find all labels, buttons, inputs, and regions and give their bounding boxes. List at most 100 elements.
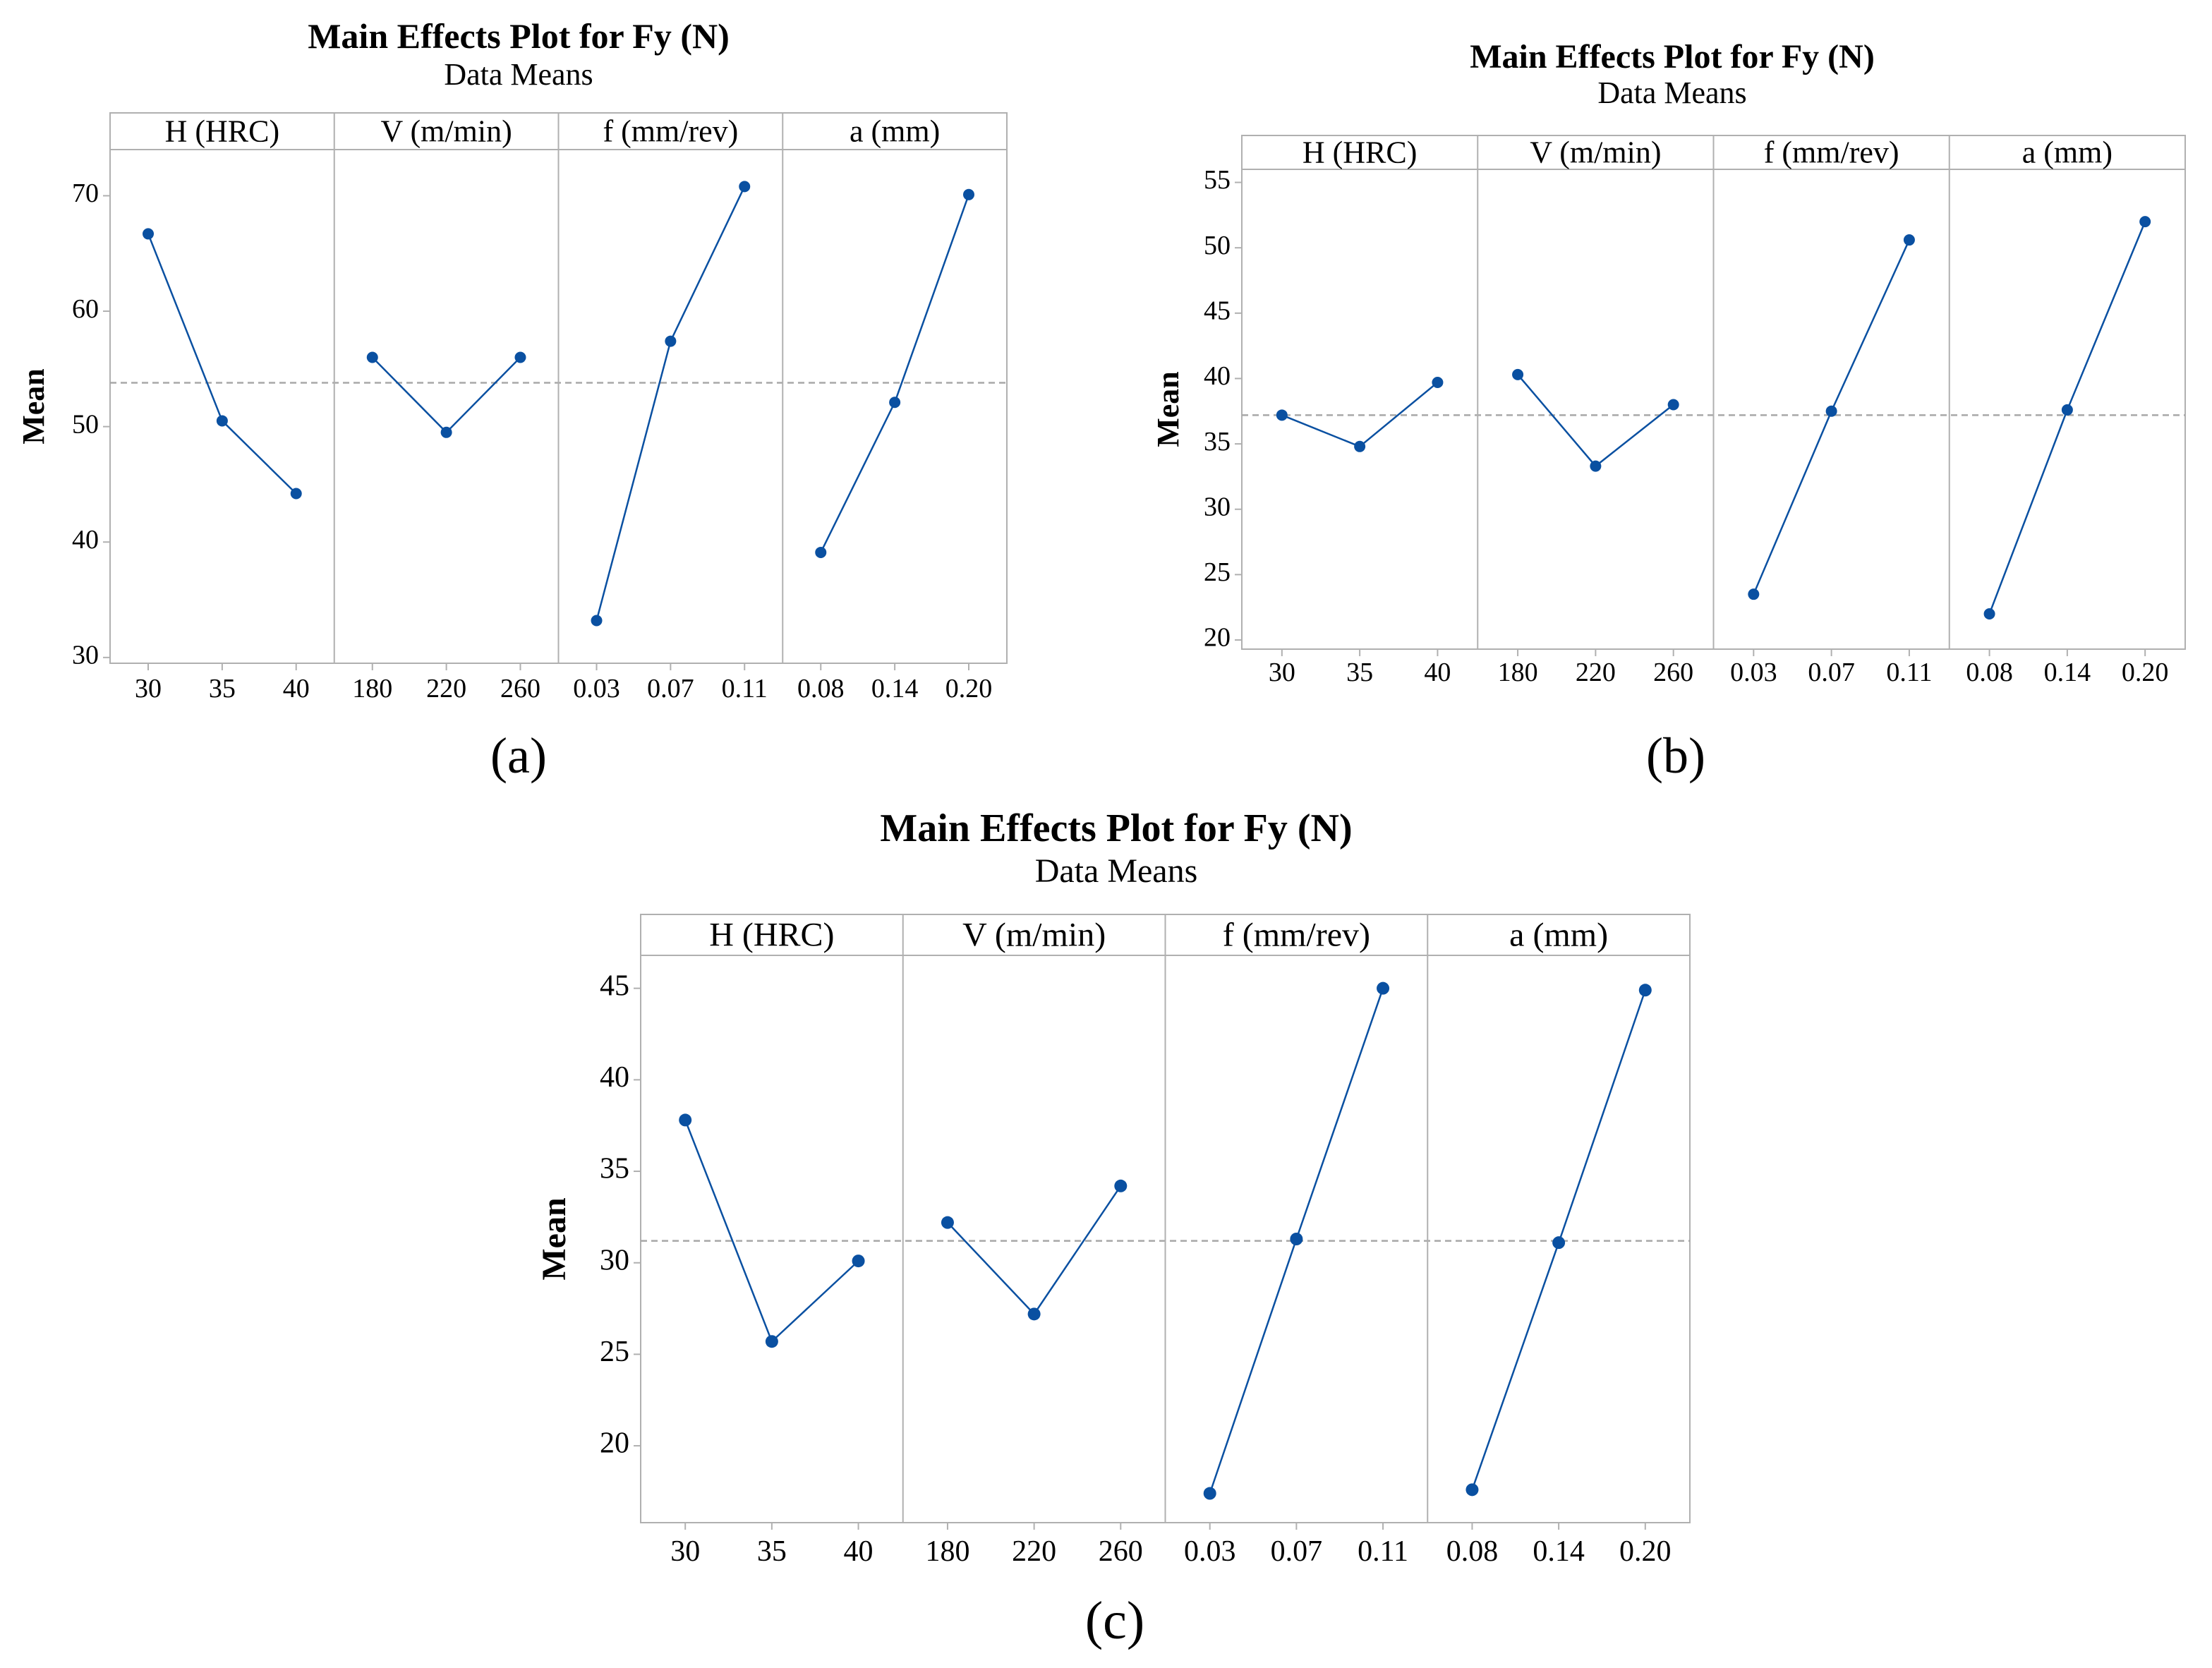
data-point (1552, 1236, 1566, 1250)
y-tick-label: 35 (600, 1153, 629, 1185)
y-tick-label: 55 (1204, 165, 1231, 195)
y-tick-label: 30 (600, 1244, 629, 1276)
data-point (440, 426, 452, 438)
data-point (665, 335, 677, 347)
x-tick-label: 0.20 (2122, 658, 2169, 687)
x-tick-label: 35 (209, 674, 236, 703)
data-point (1825, 405, 1837, 417)
x-tick-label: 30 (1269, 658, 1295, 687)
facet-header-1: H (HRC) (1303, 135, 1418, 170)
data-point (216, 415, 228, 427)
data-point (1432, 377, 1444, 389)
x-tick-label: 40 (283, 674, 310, 703)
panel-label: (a) (490, 727, 547, 784)
data-point (852, 1255, 865, 1268)
y-tick-label: 50 (72, 409, 99, 439)
facet-header-2: V (m/min) (1530, 135, 1661, 170)
x-tick-label: 180 (352, 674, 392, 703)
data-point (591, 615, 603, 627)
facet-header-3: f (mm/rev) (1764, 135, 1899, 170)
x-tick-label: 30 (670, 1535, 700, 1568)
facet-header-3: f (mm/rev) (603, 114, 738, 149)
series-line (147, 233, 297, 495)
series-line (684, 1119, 859, 1343)
y-tick-label: 45 (1204, 296, 1231, 326)
panel-label: (b) (1646, 727, 1705, 784)
y-axis-label: Mean (16, 368, 51, 445)
y-axis-label: Mean (536, 1197, 573, 1280)
data-point (1748, 588, 1760, 600)
data-point (1114, 1179, 1128, 1192)
x-tick-label: 0.08 (1446, 1535, 1499, 1568)
x-tick-label: 0.20 (1619, 1535, 1672, 1568)
data-point (1590, 460, 1602, 472)
x-tick-label: 0.07 (1808, 658, 1855, 687)
facet-header-1: H (HRC) (709, 917, 834, 954)
chart-title: Main Effects Plot for Fy (N) (880, 806, 1352, 850)
facet-header-2: V (m/min) (381, 114, 512, 149)
x-tick-label: 0.11 (722, 674, 768, 703)
y-tick-label: 35 (1204, 427, 1231, 457)
data-point (1354, 440, 1366, 452)
panel-label: (c) (1085, 1591, 1144, 1650)
facet-header-1: H (HRC) (165, 114, 280, 149)
series-line (820, 194, 970, 553)
x-tick-label: 220 (1576, 658, 1616, 687)
x-tick-label: 0.03 (573, 674, 620, 703)
data-point (290, 488, 302, 500)
x-tick-label: 0.14 (2044, 658, 2091, 687)
y-tick-label: 70 (72, 179, 99, 208)
chart-subtitle: Data Means (1035, 852, 1198, 890)
y-tick-label: 40 (72, 525, 99, 555)
data-point (679, 1113, 692, 1127)
x-tick-label: 0.08 (797, 674, 845, 703)
x-tick-label: 35 (1346, 658, 1373, 687)
x-tick-label: 40 (844, 1535, 874, 1568)
data-point (889, 397, 901, 409)
x-tick-label: 0.14 (1533, 1535, 1585, 1568)
data-point (1983, 608, 1995, 620)
chart-b: Main Effects Plot for Fy (N)Data Means Me… (1151, 38, 2186, 784)
series-line (1517, 374, 1674, 468)
series-line (371, 356, 521, 434)
x-tick-label: 220 (426, 674, 466, 703)
data-point (1027, 1307, 1041, 1321)
data-point (1512, 368, 1524, 380)
y-tick-label: 30 (72, 641, 99, 670)
x-tick-label: 0.08 (1966, 658, 2013, 687)
data-point (514, 351, 526, 363)
x-tick-label: 0.03 (1184, 1535, 1236, 1568)
x-tick-label: 180 (1498, 658, 1538, 687)
y-tick-label: 25 (600, 1336, 629, 1368)
facet-header-4: a (mm) (1509, 917, 1608, 954)
y-tick-label: 20 (600, 1427, 629, 1460)
data-point (1638, 984, 1652, 997)
data-point (941, 1216, 954, 1229)
chart-subtitle: Data Means (444, 57, 593, 92)
data-point (1276, 409, 1288, 421)
y-tick-label: 40 (600, 1061, 629, 1094)
data-point (765, 1335, 778, 1348)
chart-c: Main Effects Plot for Fy (N)Data Means Me… (536, 806, 1691, 1650)
x-tick-label: 260 (1653, 658, 1693, 687)
x-tick-label: 30 (135, 674, 162, 703)
chart-a: Main Effects Plot for Fy (N)Data Means Me… (16, 16, 1008, 784)
series-line (1988, 221, 2146, 615)
x-tick-label: 0.03 (1730, 658, 1777, 687)
y-axis-label: Mean (1151, 371, 1185, 447)
facet-header-3: f (mm/rev) (1223, 917, 1370, 954)
x-tick-label: 180 (925, 1535, 969, 1568)
x-tick-label: 260 (1099, 1535, 1143, 1568)
series-line (1753, 239, 1911, 595)
x-tick-label: 0.14 (871, 674, 919, 703)
data-point (2061, 404, 2073, 416)
facet-header-4: a (mm) (2022, 135, 2113, 170)
data-point (962, 188, 974, 200)
facet-header-2: V (m/min) (962, 917, 1106, 954)
facet-header-4: a (mm) (850, 114, 940, 149)
x-tick-label: 0.07 (647, 674, 694, 703)
data-point (1203, 1487, 1216, 1500)
data-point (366, 351, 378, 363)
data-point (739, 181, 751, 193)
